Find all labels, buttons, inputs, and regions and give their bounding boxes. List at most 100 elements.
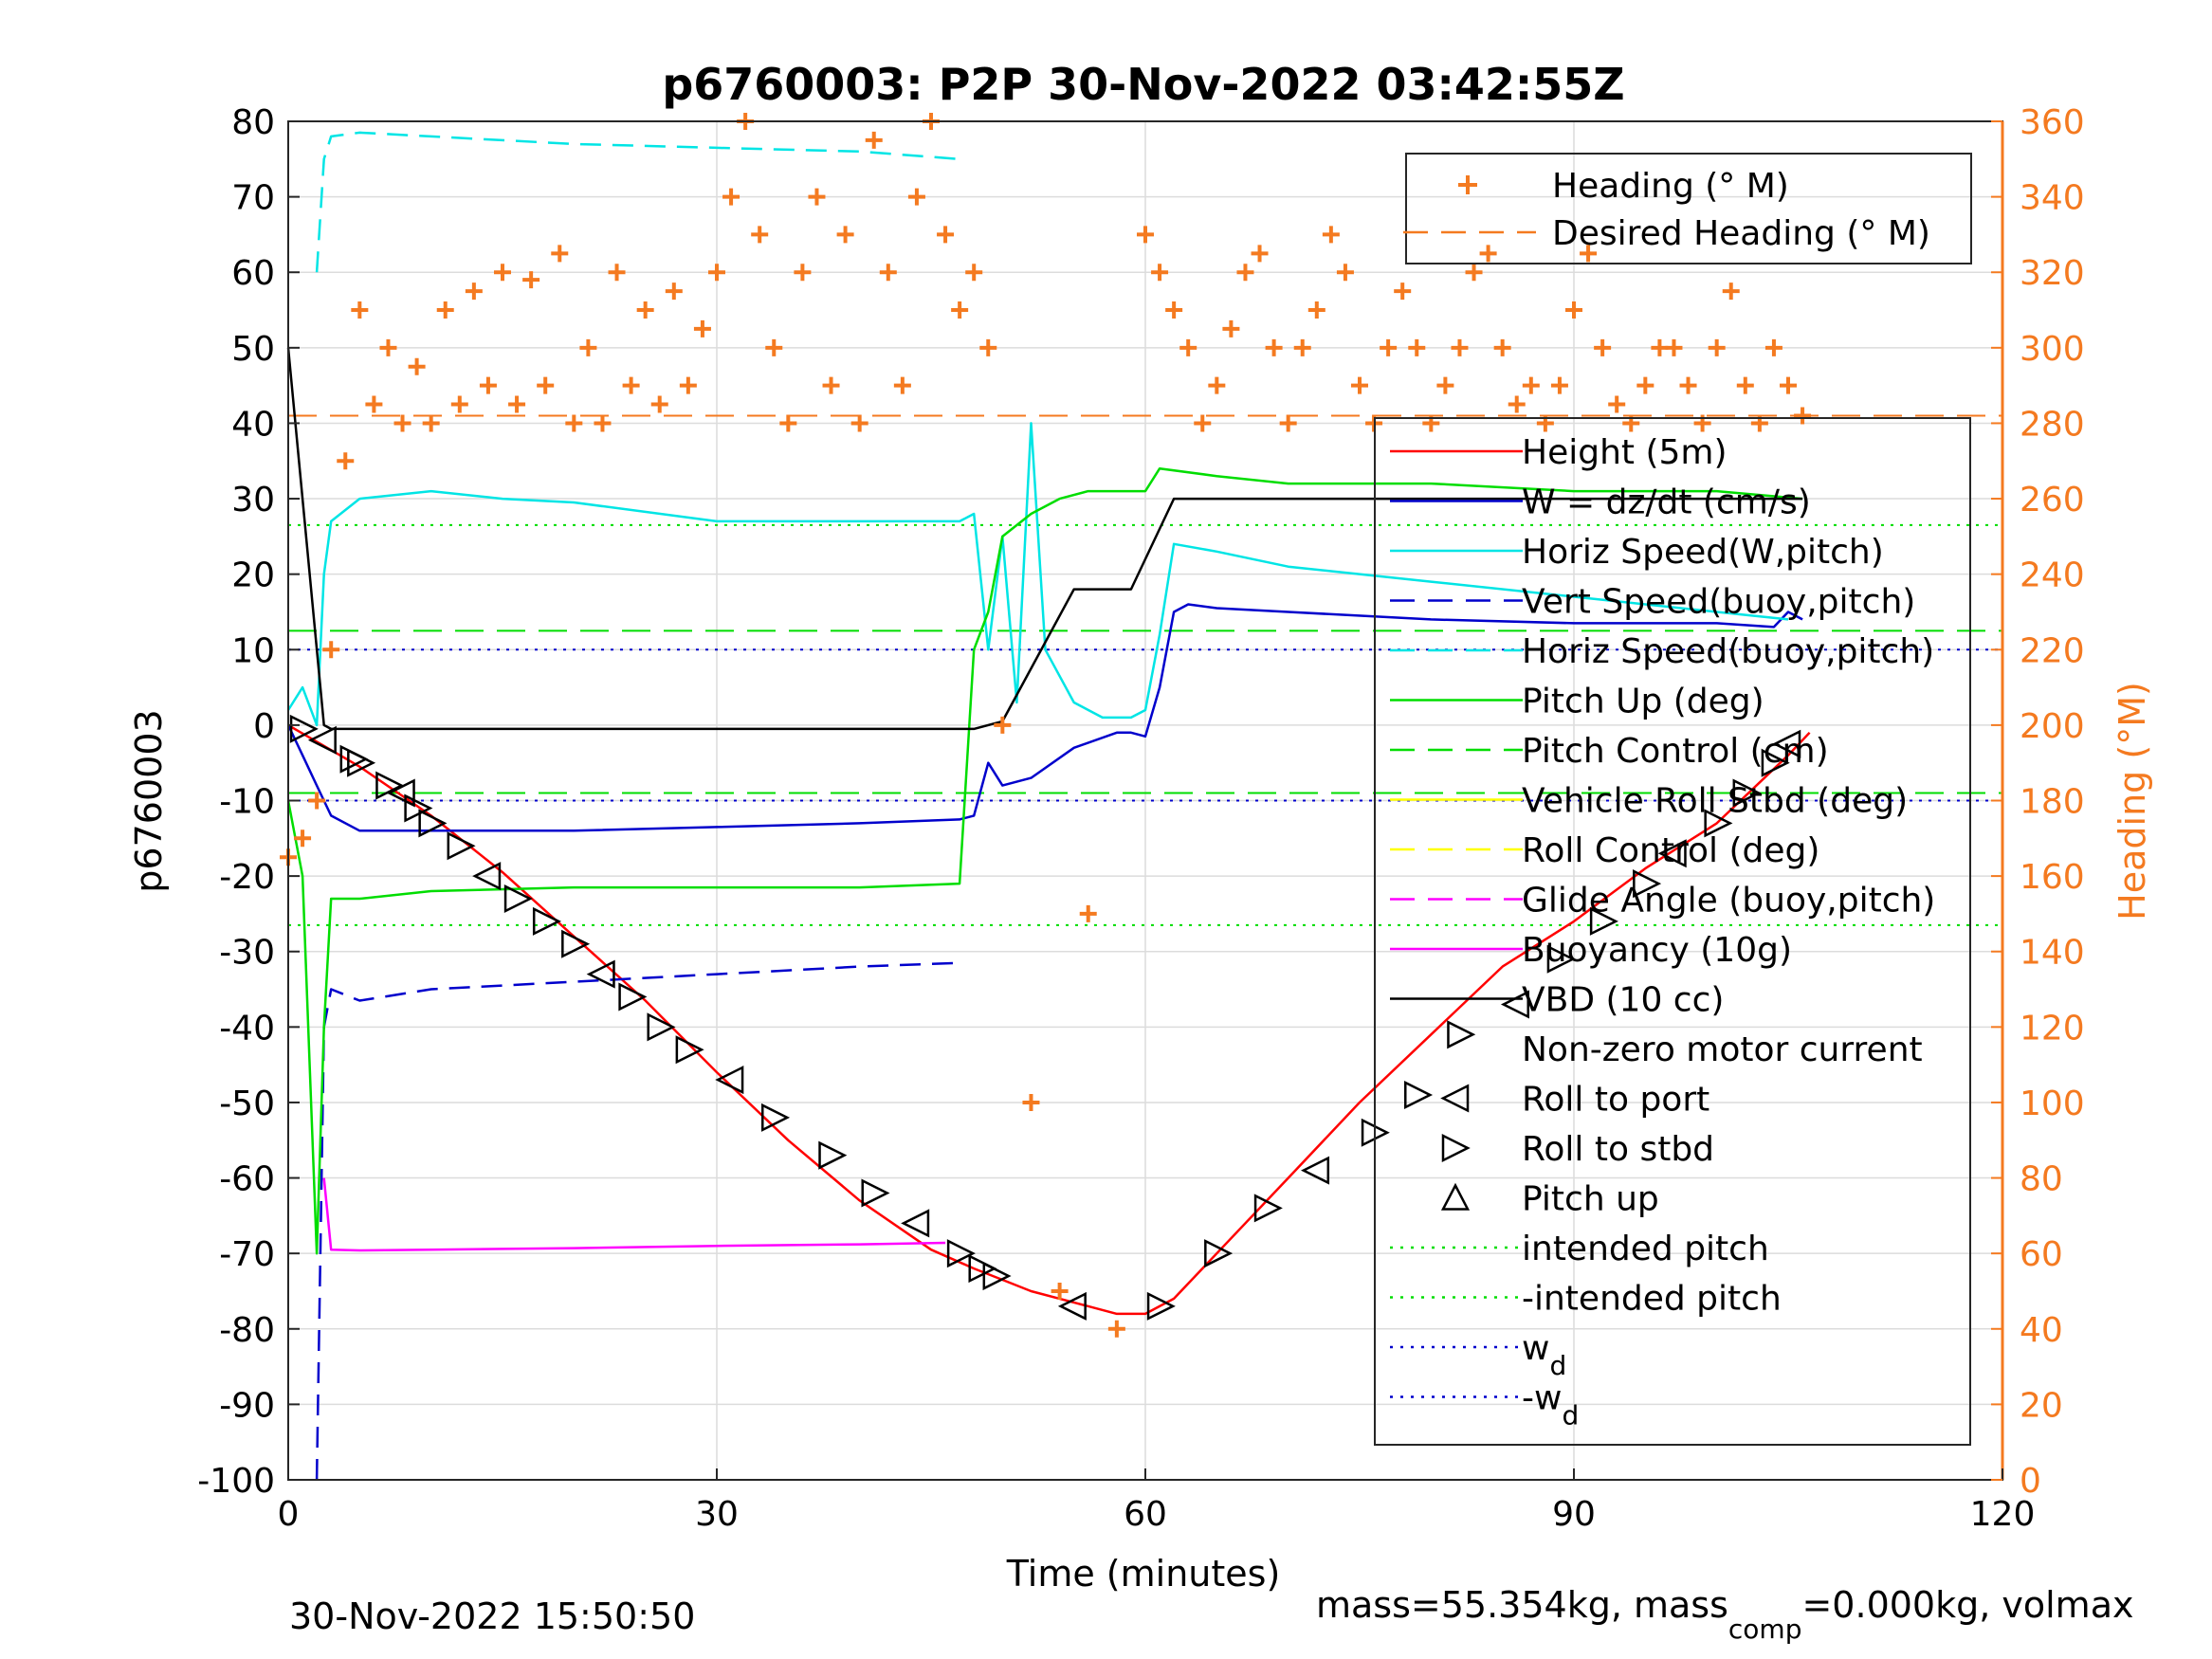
heading-point [1565,301,1582,319]
legend-sample [1441,1133,1471,1163]
y2-tick-label: 0 [2020,1462,2041,1501]
heading-point [579,338,597,356]
heading-point [594,414,612,432]
heading-point [937,226,955,244]
heading-point [1322,226,1340,244]
y2-tick-label: 300 [2020,330,2085,369]
legend-entry: VBD (10 cc) [1522,981,1724,1020]
heading-point [836,226,854,244]
heading-point [1636,376,1654,394]
motor-event-marker [1546,944,1576,974]
heading-point [1522,376,1540,394]
heading-point [622,376,640,394]
y2-tick-label: 340 [2020,179,2085,218]
legend-box [1405,153,1972,264]
y2-tick-label: 180 [2020,783,2085,822]
legend-box [1374,417,1971,1446]
motor-event-marker [561,929,591,958]
heading-point [1665,338,1683,356]
heading-point [365,395,383,413]
motor-event-marker [1633,869,1662,899]
legend-entry: Glide Angle (buoy,pitch) [1522,882,1935,921]
x-tick-label: 120 [1970,1495,2036,1534]
heading-point [494,264,511,282]
motor-event-marker [404,793,433,823]
motor-event-marker [386,778,415,808]
heading-point [1022,1093,1040,1111]
motor-event-marker [982,1262,1012,1291]
heading-point [1079,904,1097,922]
heading-point [693,319,711,337]
motor-event-marker [818,1140,848,1170]
heading-point [951,301,969,319]
heading-point [679,376,697,394]
x-tick-label: 90 [1552,1495,1596,1534]
legend-entry: Vert Speed(buoy,pitch) [1522,583,1915,622]
y2-tick-label: 220 [2020,631,2085,670]
y-axis-ticks: 80 70 60 50 40 30 20 10 0 -10 -20 -30 -40 -50 -60 -70 -8… [197,103,300,1501]
legend-sample [1440,1084,1470,1113]
y2-tick-label: 200 [2020,707,2085,746]
legend-entry: Non-zero motor current [1522,1030,1923,1069]
legend-sample [1458,175,1477,194]
y2-tick-label: 40 [2020,1311,2063,1350]
y2-tick-label: 320 [2020,254,2085,293]
heading-point [565,414,583,432]
heading-point [294,830,312,848]
heading-point [808,188,826,206]
heading-point [850,414,868,432]
y-tick-label: -40 [219,1009,275,1048]
heading-point [422,414,440,432]
motor-event-marker [532,906,561,936]
heading-point [1508,395,1526,413]
heading-point [1165,301,1183,319]
series-line-1 [286,603,1803,832]
legend-entry: Desired Heading (° M) [1552,214,1930,253]
x-axis-ticks: 0 30 60 90 120 [278,1468,2036,1534]
y-tick-label: -70 [219,1235,275,1274]
footer-timestamp: 30-Nov-2022 15:50:50 [289,1595,695,1637]
legend-entry: W = dz/dt (cm/s) [1522,483,1811,522]
legend-entry: Horiz Speed(buoy,pitch) [1522,632,1934,671]
heading-point [1179,338,1197,356]
heading-point [907,188,925,206]
heading-point [636,301,654,319]
y-tick-label: 20 [231,556,275,595]
reference-lines [288,414,2002,926]
legend-entry: intended pitch [1522,1230,1769,1268]
heading-point [1679,376,1697,394]
legend-main: Height (5m) W = dz/dt (cm/s) Horiz Speed(W… [1374,417,1971,1446]
legend-entry: Height (5m) [1522,433,1728,472]
y-tick-label: 30 [231,481,275,520]
motor-event-marker [1404,1080,1434,1110]
motor-event-marker [307,725,337,755]
motor-event-marker [1732,778,1762,808]
x-tick-label: 0 [278,1495,300,1534]
heading-point [1351,376,1368,394]
chart-title: p6760003: P2P 30-Nov-2022 03:42:55Z [662,59,1624,110]
y2-axis-ticks: 3603403203002802602402202001801601401201… [1991,103,2085,1501]
y-tick-label: -90 [219,1386,275,1425]
y2-tick-label: 260 [2020,481,2085,520]
heading-point [1451,338,1469,356]
heading-point [1722,283,1740,301]
heading-point [393,414,411,432]
heading-point [893,376,911,394]
y-tick-label: 60 [231,254,275,293]
heading-point [436,301,454,319]
y2-tick-label: 120 [2020,1009,2085,1048]
series-line-4 [315,961,960,1481]
legend-entry: Pitch Control (cm) [1522,732,1829,771]
y2-tick-label: 100 [2020,1085,2085,1123]
heading-point [508,395,526,413]
legend-entry: -intended pitch [1522,1280,1782,1319]
y2-tick-label: 80 [2020,1160,2063,1199]
heading-point [1479,245,1497,263]
heading-point [722,188,740,206]
heading-point [308,792,326,810]
motor-event-marker [946,1239,976,1268]
heading-point [537,376,555,394]
legend-entry: Roll to stbd [1522,1130,1714,1169]
y-tick-label: -50 [219,1085,275,1123]
y-tick-label: 80 [231,103,275,142]
